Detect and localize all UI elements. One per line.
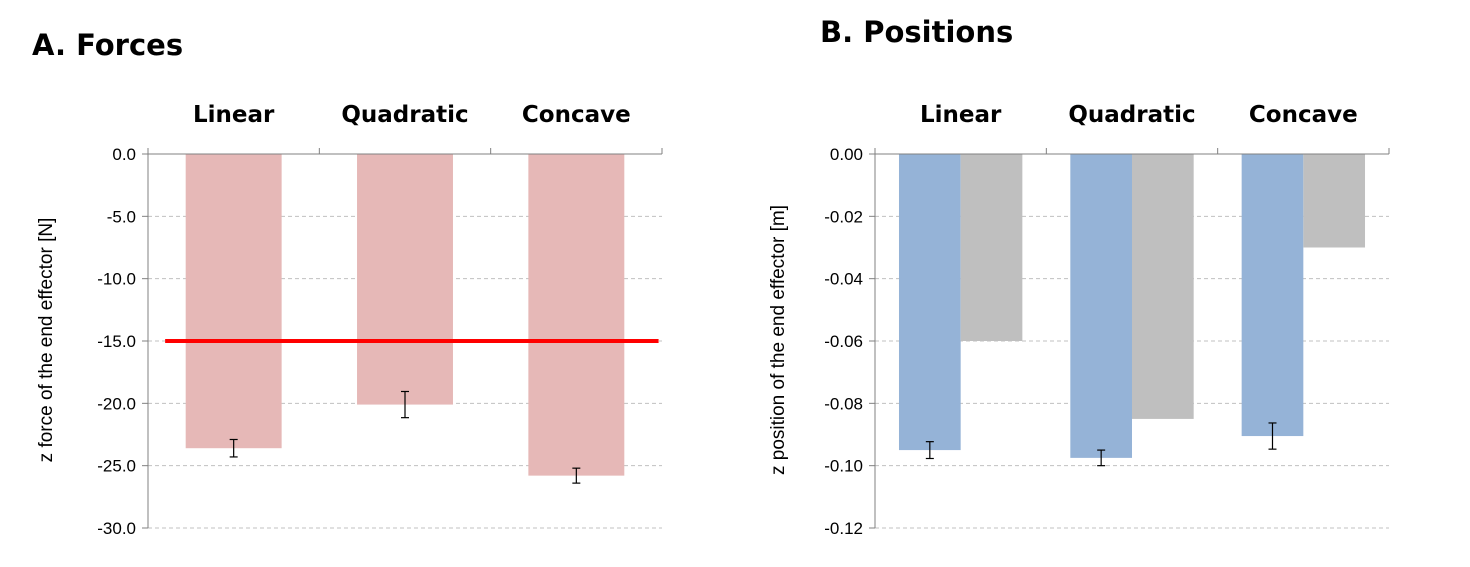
y-tick-label: -5.0: [107, 207, 136, 226]
y-tick-label: -30.0: [97, 519, 136, 538]
positions-chart: B. Positions z position of the end effec…: [768, 15, 1390, 538]
y-tick-label: -0.10: [824, 457, 863, 476]
y-tick-label: -0.12: [824, 519, 863, 538]
bar: [357, 154, 453, 405]
category-label: Concave: [522, 102, 631, 128]
y-tick-label: -0.02: [824, 207, 863, 226]
bar: [185, 154, 282, 449]
category-label: Quadratic: [341, 102, 468, 128]
positions-panel-title: B. Positions: [820, 15, 1013, 49]
y-tick-label: -0.06: [824, 332, 863, 351]
y-tick-label: -25.0: [97, 457, 136, 476]
bar: [1303, 154, 1366, 248]
bar: [1070, 154, 1132, 458]
y-tick-label: -15.0: [97, 332, 136, 351]
forces-chart: A. Forces z force of the end effector [N…: [32, 28, 663, 538]
y-tick-label: 0.00: [830, 145, 863, 164]
bar: [960, 154, 1023, 341]
bar: [1132, 154, 1194, 419]
positions-y-axis-label: z position of the end effector [m]: [768, 205, 789, 475]
y-tick-label: -20.0: [97, 394, 136, 413]
bar: [898, 154, 961, 451]
category-label: Linear: [193, 102, 275, 128]
y-tick-label: -0.08: [824, 394, 863, 413]
y-tick-label: -0.04: [824, 270, 863, 289]
bar: [1241, 154, 1304, 437]
category-label: Linear: [920, 102, 1002, 128]
y-tick-label: 0.0: [112, 145, 136, 164]
bar: [528, 154, 625, 476]
y-tick-label: -10.0: [97, 270, 136, 289]
forces-y-axis-label: z force of the end effector [N]: [36, 218, 57, 463]
category-label: Concave: [1249, 102, 1358, 128]
forces-panel-title: A. Forces: [32, 28, 183, 62]
category-label: Quadratic: [1068, 102, 1195, 128]
